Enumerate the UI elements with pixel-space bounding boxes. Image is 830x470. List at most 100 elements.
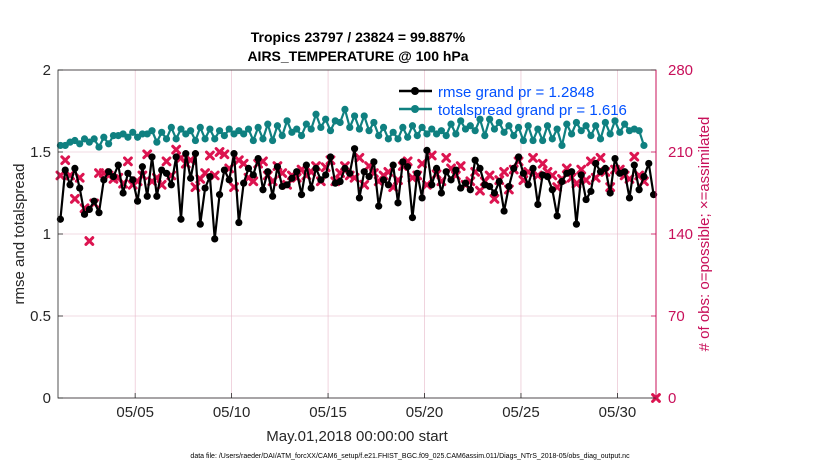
- y-tick-label: 0: [43, 390, 51, 407]
- totalspread-point: [611, 117, 619, 125]
- rmse-point: [148, 153, 156, 161]
- rmse-point: [568, 168, 576, 176]
- totalspread-point: [514, 123, 523, 131]
- totalspread-point: [124, 133, 132, 141]
- x-tick-label: 05/30: [599, 404, 637, 421]
- y-right-tick-label: 280: [668, 62, 693, 79]
- footer-data-file: data file: /Users/raeder/DAI/ATM_forcXX/…: [190, 453, 630, 460]
- legend: rmse grand pr = 1.2848 totalspread grand…: [399, 84, 627, 119]
- totalspread-point: [326, 127, 335, 135]
- rmse-point: [167, 181, 175, 189]
- totalspread-point: [616, 128, 624, 136]
- rmse-point: [606, 189, 614, 197]
- totalspread-point: [534, 125, 542, 133]
- totalspread-point: [365, 127, 373, 135]
- y-right-tick-label: 210: [668, 144, 693, 161]
- legend-spread-label: totalspread grand pr = 1.616: [438, 102, 627, 119]
- x-tick-label: 05/20: [406, 404, 444, 421]
- totalspread-series: [56, 105, 648, 151]
- rmse-point: [640, 173, 648, 181]
- rmse-point: [408, 214, 417, 222]
- totalspread-point: [259, 135, 267, 143]
- totalspread-point: [495, 118, 503, 127]
- rmse-point: [365, 173, 373, 181]
- obs-assimilated-marker: [161, 156, 172, 167]
- totalspread-point: [437, 127, 445, 135]
- totalspread-point: [244, 125, 253, 133]
- x-tick-label: 05/25: [502, 404, 540, 421]
- totalspread-point: [442, 132, 450, 140]
- totalspread-point: [399, 123, 407, 131]
- rmse-point: [336, 177, 344, 186]
- totalspread-point: [548, 135, 556, 143]
- totalspread-point: [379, 123, 388, 131]
- totalspread-point: [543, 122, 552, 130]
- rmse-point: [172, 153, 180, 161]
- totalspread-point: [413, 132, 421, 140]
- totalspread-point: [500, 128, 508, 136]
- obs-assimilated-marker: [499, 167, 509, 177]
- rmse-point: [326, 153, 335, 161]
- rmse-point: [447, 176, 455, 184]
- rmse-point: [404, 163, 412, 171]
- rmse-point: [611, 154, 619, 163]
- rmse-point: [375, 202, 383, 210]
- rmse-point: [211, 235, 219, 243]
- y-right-tick-label: 70: [668, 308, 685, 325]
- totalspread-point: [153, 138, 161, 146]
- rmse-point: [114, 161, 122, 169]
- rmse-point: [307, 184, 315, 192]
- totalspread-point: [476, 115, 484, 123]
- obs-assimilated-marker: [571, 178, 582, 189]
- rmse-line: [59, 147, 655, 241]
- totalspread-point: [360, 112, 368, 120]
- totalspread-point: [563, 120, 571, 128]
- totalspread-point: [297, 132, 306, 140]
- obs-assimilated-marker: [576, 164, 587, 175]
- totalspread-point: [317, 123, 325, 131]
- totalspread-point: [418, 123, 426, 131]
- totalspread-point: [162, 135, 171, 143]
- rmse-point: [355, 194, 364, 202]
- rmse-point: [423, 146, 431, 154]
- rmse-point: [129, 176, 137, 184]
- totalspread-point: [158, 128, 166, 136]
- rmse-point: [486, 182, 494, 191]
- totalspread-point: [269, 136, 277, 145]
- totalspread-point: [447, 120, 455, 128]
- rmse-point: [182, 150, 190, 158]
- rmse-point: [293, 168, 301, 176]
- rmse-point: [399, 158, 407, 166]
- totalspread-point: [389, 128, 397, 136]
- totalspread-point: [519, 136, 527, 145]
- rmse-point: [230, 150, 238, 158]
- rmse-point: [322, 171, 330, 179]
- legend-rmse-label: rmse grand pr = 1.2848: [438, 84, 594, 101]
- totalspread-point: [505, 122, 513, 130]
- x-tick-label: 05/05: [116, 404, 154, 421]
- rmse-point: [288, 174, 296, 182]
- rmse-point: [105, 168, 113, 176]
- obs-assimilated-marker: [537, 158, 548, 169]
- rmse-point: [66, 181, 74, 189]
- rmse-point: [442, 168, 450, 176]
- rmse-point: [645, 159, 653, 168]
- totalspread-point: [172, 135, 180, 143]
- rmse-point: [90, 197, 98, 205]
- rmse-point: [240, 179, 248, 187]
- rmse-point: [370, 158, 378, 166]
- totalspread-point: [76, 140, 84, 148]
- rmse-point: [177, 215, 185, 223]
- rmse-point: [452, 166, 460, 174]
- rmse-point: [153, 192, 161, 200]
- y-tick-label: 1.5: [30, 144, 51, 161]
- rmse-point: [297, 191, 306, 199]
- totalspread-point: [577, 127, 585, 135]
- y-tick-label: 0.5: [30, 308, 51, 325]
- rmse-point: [346, 169, 354, 177]
- x-tick-label: 05/10: [213, 404, 251, 421]
- rmse-point: [133, 197, 142, 205]
- rmse-point: [206, 173, 214, 181]
- totalspread-point: [524, 122, 532, 130]
- rmse-point: [283, 181, 291, 189]
